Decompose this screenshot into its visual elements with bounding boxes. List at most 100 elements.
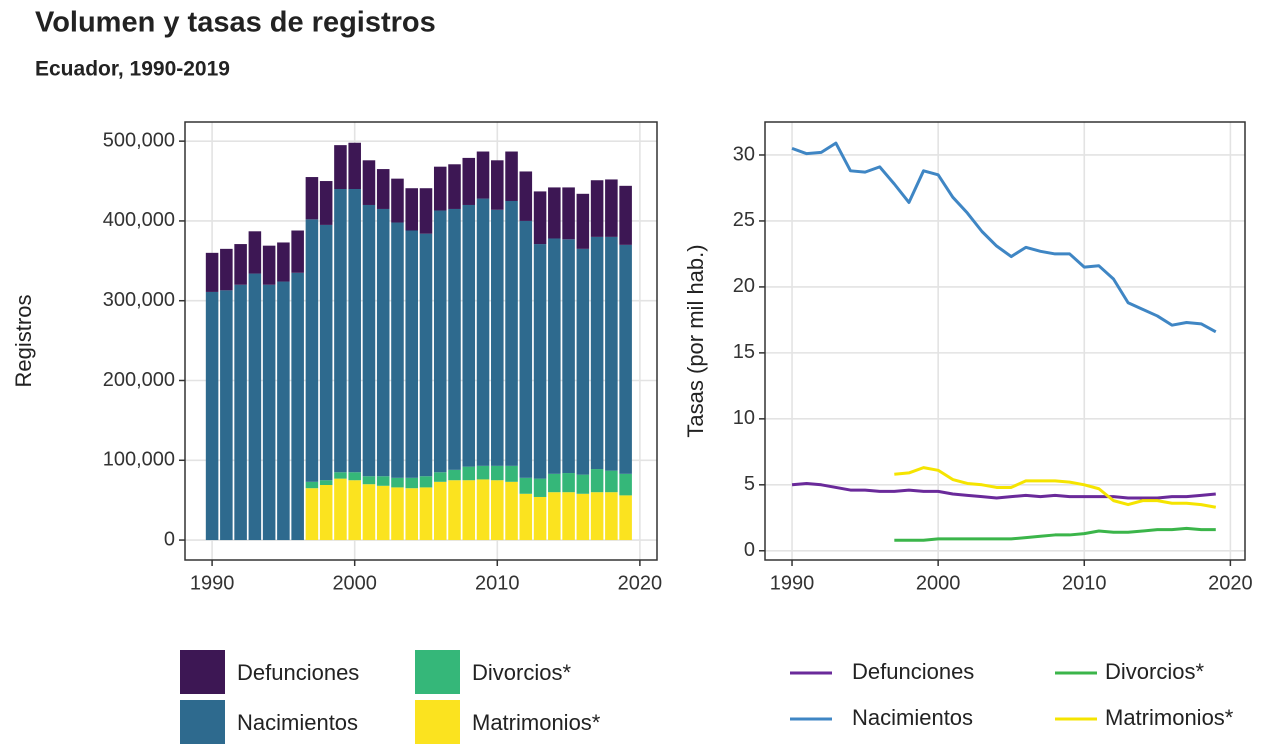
bar-segment bbox=[548, 492, 561, 541]
bar-segment bbox=[505, 465, 518, 482]
bar-segment bbox=[576, 193, 590, 249]
bar-segment bbox=[419, 487, 433, 541]
bar-segment bbox=[376, 485, 390, 541]
bar-segment bbox=[319, 480, 333, 486]
y-tick-label: 30 bbox=[733, 143, 755, 165]
x-tick-label: 2010 bbox=[475, 572, 520, 594]
bar-segment bbox=[319, 181, 333, 225]
y-tick-label: 0 bbox=[164, 528, 175, 550]
bar-segment bbox=[405, 488, 419, 541]
y-tick-label: 5 bbox=[744, 473, 755, 495]
bar-segment bbox=[433, 481, 447, 541]
bar-segment bbox=[590, 469, 604, 493]
bar-segment bbox=[220, 248, 233, 291]
bar-segment bbox=[590, 180, 604, 237]
x-tick-label: 1990 bbox=[770, 572, 815, 594]
bar-segment bbox=[605, 179, 618, 237]
bar-segment bbox=[376, 208, 390, 477]
bar-segment bbox=[305, 481, 319, 489]
bar-segment bbox=[576, 493, 590, 541]
bar-segment bbox=[576, 248, 590, 475]
bar-segment bbox=[562, 239, 575, 474]
bar-segment bbox=[291, 230, 304, 273]
bar-segment bbox=[334, 478, 347, 541]
legend-label: Divorcios* bbox=[472, 660, 571, 685]
title: Volumen y tasas de registros bbox=[35, 7, 436, 39]
bar-segment bbox=[562, 187, 575, 240]
bar-segment bbox=[362, 484, 376, 541]
legend-label: Nacimientos bbox=[852, 705, 973, 730]
plot-background bbox=[765, 122, 1245, 560]
bar-segment bbox=[348, 480, 361, 541]
bar-segment bbox=[605, 470, 618, 493]
bar-segment bbox=[205, 252, 219, 292]
bar-segment bbox=[391, 222, 404, 478]
bar-segment bbox=[476, 151, 490, 199]
subtitle: Ecuador, 1990-2019 bbox=[35, 58, 230, 81]
bar-segment bbox=[562, 473, 575, 493]
bar-segment bbox=[277, 281, 290, 541]
bar-segment bbox=[448, 480, 461, 541]
line bbox=[791, 481, 1216, 500]
legend-swatch bbox=[180, 700, 225, 744]
x-tick-label: 2000 bbox=[332, 572, 377, 594]
bar-segment bbox=[548, 238, 561, 474]
plot-border bbox=[184, 121, 658, 561]
line bbox=[894, 466, 1217, 509]
bar-segment bbox=[491, 480, 504, 541]
bar-segment bbox=[334, 189, 347, 473]
bar-segment bbox=[305, 488, 319, 541]
bar-segment bbox=[433, 166, 447, 211]
legend-label: Divorcios* bbox=[1105, 659, 1204, 684]
bar-segment bbox=[291, 272, 304, 541]
bar-segment bbox=[476, 198, 490, 466]
bar-segment bbox=[533, 496, 547, 541]
bar-segment bbox=[205, 291, 219, 541]
bar-segment bbox=[305, 177, 319, 220]
x-tick-label: 1990 bbox=[190, 572, 235, 594]
bar-segment bbox=[376, 169, 390, 209]
bar-segment bbox=[419, 233, 433, 477]
bar-segment bbox=[619, 473, 632, 496]
bar-segment bbox=[319, 485, 333, 541]
bar-segment bbox=[362, 204, 376, 477]
bar-segment bbox=[476, 465, 490, 480]
bar-segment bbox=[619, 185, 632, 245]
bar-segment bbox=[533, 244, 547, 479]
bar-segment bbox=[248, 273, 262, 541]
bar-segment bbox=[605, 236, 618, 471]
bar-segment bbox=[505, 200, 518, 466]
bar-segment bbox=[433, 210, 447, 473]
bar-segment bbox=[405, 230, 419, 478]
bar-segment bbox=[590, 492, 604, 541]
y-tick-label: 0 bbox=[744, 539, 755, 561]
y-tick-label: 300,000 bbox=[103, 289, 175, 311]
legend-swatch bbox=[415, 700, 460, 744]
bar-segment bbox=[448, 164, 461, 209]
bar-segment bbox=[234, 284, 247, 541]
y-tick-label: 10 bbox=[733, 407, 755, 429]
bar-segment bbox=[234, 244, 247, 285]
y-tick-label: 25 bbox=[733, 209, 755, 231]
bar-segment bbox=[491, 160, 504, 210]
x-tick-label: 2010 bbox=[1062, 572, 1107, 594]
bar-segment bbox=[562, 492, 575, 541]
line bbox=[894, 526, 1216, 542]
bar-segment bbox=[491, 209, 504, 466]
y-tick-label: 400,000 bbox=[103, 209, 175, 231]
bar-segment bbox=[305, 219, 319, 482]
bar-segment bbox=[334, 145, 347, 190]
y-tick-label: 100,000 bbox=[103, 449, 175, 471]
bar-segment bbox=[476, 479, 490, 541]
bar-segment bbox=[348, 142, 361, 190]
y-tick-label: 200,000 bbox=[103, 369, 175, 391]
bar-segment bbox=[262, 245, 276, 285]
bar-segment bbox=[505, 151, 518, 201]
bar-segment bbox=[462, 480, 476, 541]
x-tick-label: 2000 bbox=[916, 572, 961, 594]
bar-segment bbox=[590, 236, 604, 470]
legend-label: Matrimonios* bbox=[1105, 705, 1234, 730]
y-tick-label: 20 bbox=[733, 275, 755, 297]
y-axis-title: Registros bbox=[11, 295, 36, 388]
